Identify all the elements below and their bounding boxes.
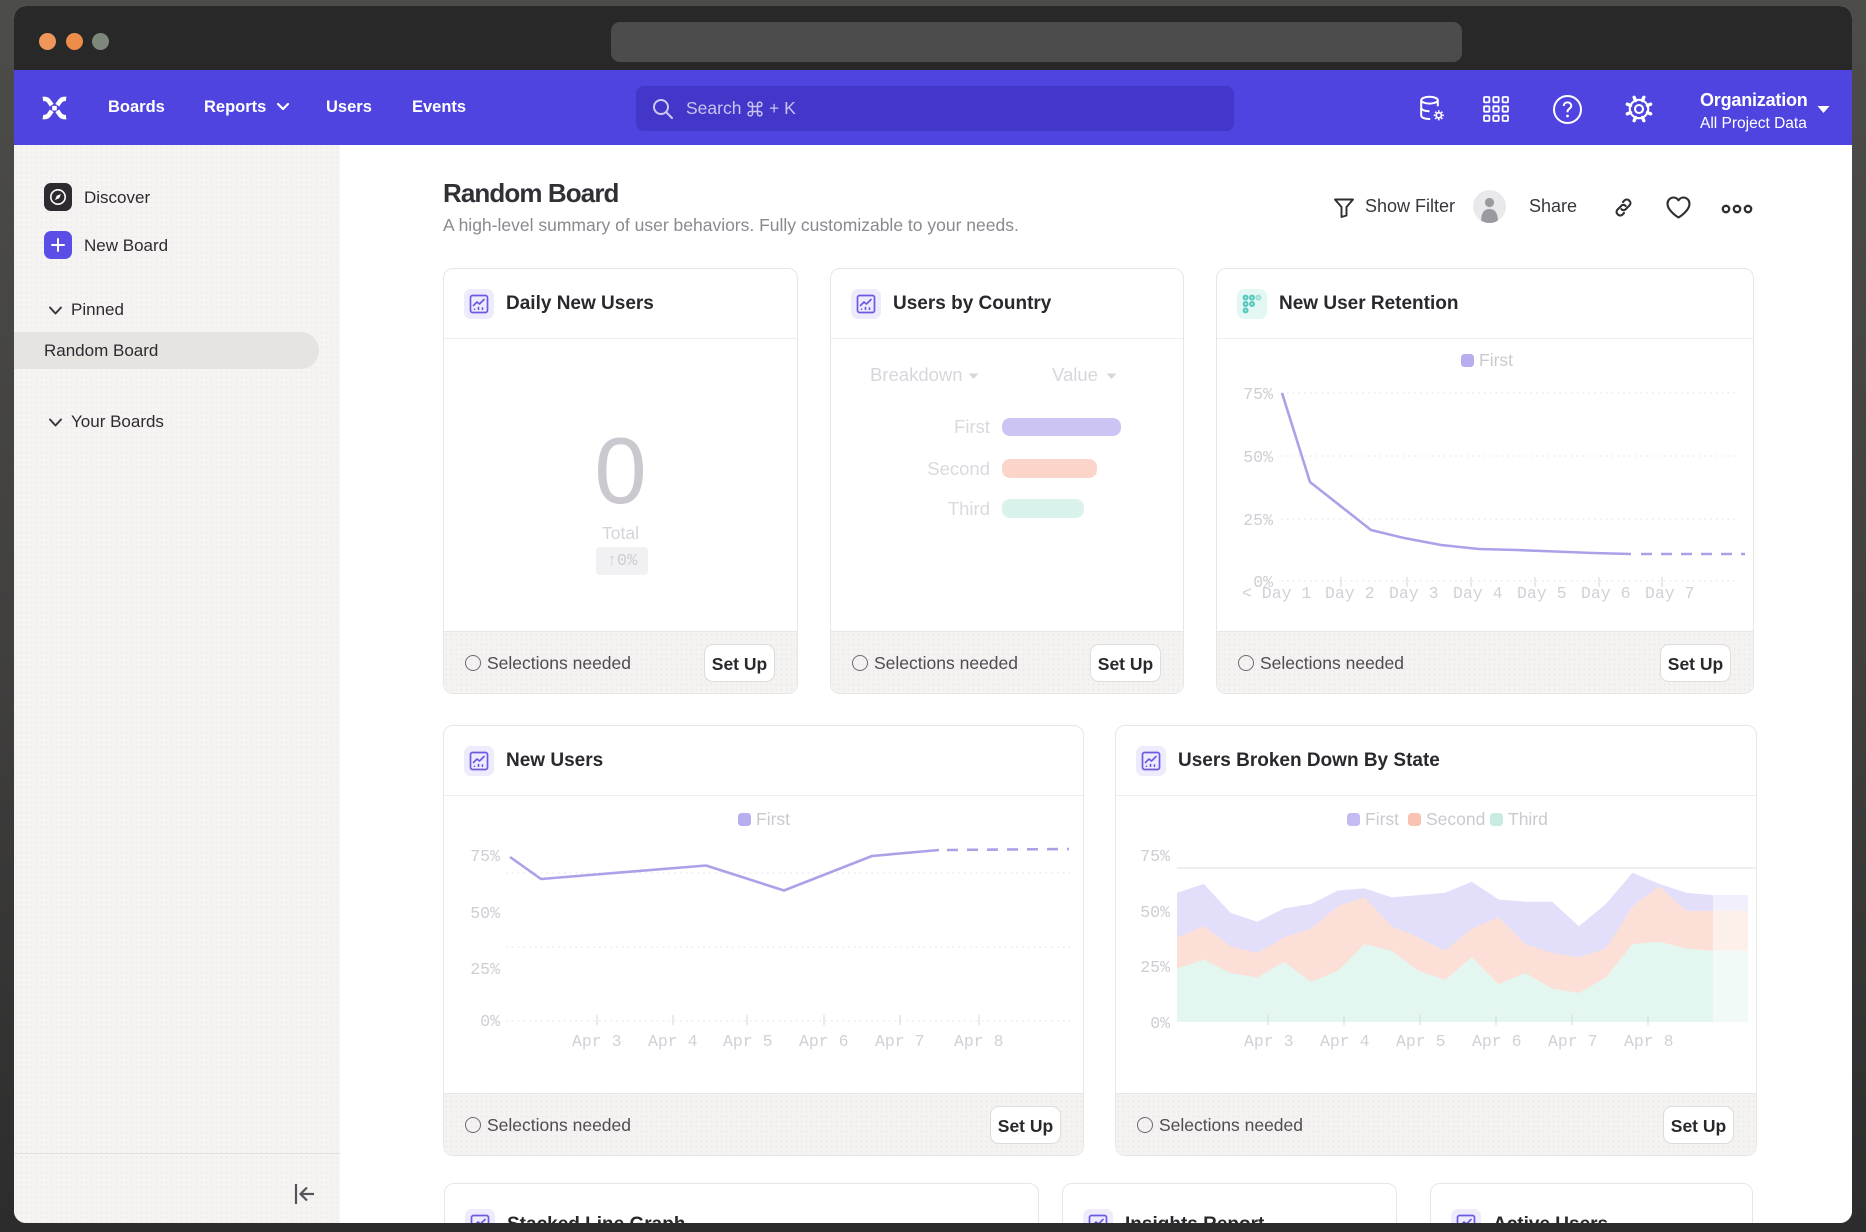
svg-text:Third: Third <box>1508 809 1548 829</box>
svg-text:Day 4: Day 4 <box>1453 584 1503 603</box>
svg-text:50%: 50% <box>1243 448 1273 467</box>
svg-text:Apr 8: Apr 8 <box>954 1032 1004 1051</box>
svg-text:0%: 0% <box>1253 573 1273 592</box>
svg-text:Day 2: Day 2 <box>1325 584 1375 603</box>
svg-text:0%: 0% <box>480 1012 500 1031</box>
svg-text:Apr 5: Apr 5 <box>723 1032 773 1051</box>
svg-text:0%: 0% <box>1150 1014 1170 1033</box>
svg-text:Day 5: Day 5 <box>1517 584 1567 603</box>
svg-text:25%: 25% <box>1243 511 1273 530</box>
svg-text:50%: 50% <box>470 904 500 923</box>
svg-text:Apr 3: Apr 3 <box>572 1032 622 1051</box>
svg-text:First: First <box>1479 350 1513 370</box>
svg-text:First: First <box>756 809 790 829</box>
svg-text:Apr 5: Apr 5 <box>1396 1032 1446 1051</box>
svg-text:Second: Second <box>1426 809 1485 829</box>
svg-text:Apr 8: Apr 8 <box>1624 1032 1674 1051</box>
svg-text:First: First <box>1365 809 1399 829</box>
svg-text:25%: 25% <box>1140 958 1170 977</box>
svg-text:Day 3: Day 3 <box>1389 584 1439 603</box>
svg-text:50%: 50% <box>1140 903 1170 922</box>
svg-text:< Day 1: < Day 1 <box>1242 584 1311 603</box>
svg-text:75%: 75% <box>1243 385 1273 404</box>
svg-text:Apr 4: Apr 4 <box>1320 1032 1370 1051</box>
svg-text:Apr 6: Apr 6 <box>1472 1032 1522 1051</box>
svg-text:75%: 75% <box>1140 847 1170 866</box>
svg-text:75%: 75% <box>470 847 500 866</box>
svg-text:Apr 3: Apr 3 <box>1244 1032 1294 1051</box>
svg-text:25%: 25% <box>470 960 500 979</box>
svg-text:Apr 7: Apr 7 <box>1548 1032 1598 1051</box>
svg-text:Apr 7: Apr 7 <box>875 1032 925 1051</box>
svg-text:Day 6: Day 6 <box>1581 584 1631 603</box>
svg-text:Apr 6: Apr 6 <box>799 1032 849 1051</box>
svg-text:Apr 4: Apr 4 <box>648 1032 698 1051</box>
svg-text:Day 7: Day 7 <box>1645 584 1695 603</box>
